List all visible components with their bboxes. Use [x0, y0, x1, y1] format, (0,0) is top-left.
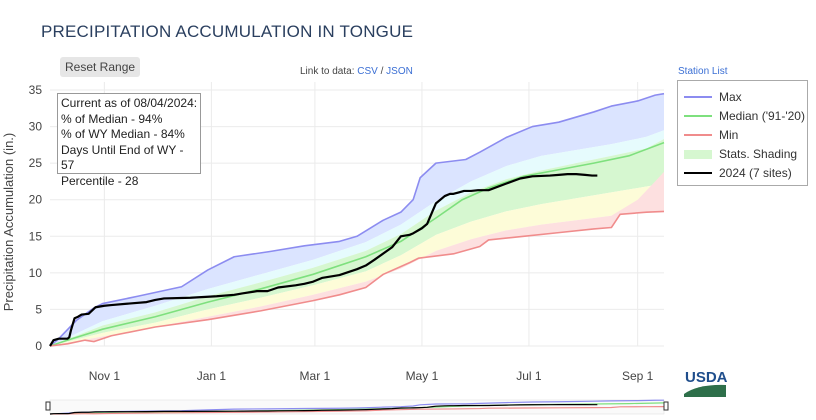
chart-legend: Max Median ('91-'20) Min Stats. Shading … [677, 80, 808, 186]
legend-label: 2024 (7 sites) [719, 166, 792, 180]
y-axis-title: Precipitation Accumulation (in.) [1, 133, 16, 311]
x-tick-label: Nov 1 [89, 369, 121, 383]
y-tick-label: 35 [29, 83, 43, 97]
legend-swatch-max [684, 96, 712, 98]
data-links: Link to data: CSV / JSON [300, 66, 413, 77]
infobox-line: % of Median - 94% [61, 111, 163, 126]
legend-label: Max [719, 90, 742, 104]
station-list-link[interactable]: Station List [678, 66, 728, 77]
link-separator: / [380, 66, 384, 77]
y-tick-label: 10 [29, 266, 43, 280]
y-tick-label: 25 [29, 156, 43, 170]
y-tick-label: 15 [29, 229, 43, 243]
shading-band [50, 93, 664, 347]
legend-swatch-2024 [684, 172, 712, 174]
infobox-line: Percentile - 28 [61, 173, 139, 188]
range-slider-line [49, 406, 665, 415]
range-handle-right[interactable] [663, 401, 669, 411]
axis-layer: 0 5 10 15 20 25 30 35 Nov 1 Jan 1 Mar 1 May 1 Jul 1 S… [1, 83, 654, 383]
range-slider-line [49, 404, 598, 415]
x-tick-label: May 1 [406, 369, 439, 383]
y-tick-label: 5 [35, 302, 42, 316]
status-infobox: Current as of 08/04/2024: % of Median - … [57, 93, 201, 188]
legend-swatch-shading [684, 150, 712, 159]
range-slider[interactable] [45, 399, 669, 415]
max-line[interactable] [49, 92, 665, 347]
series-layer [49, 92, 665, 347]
y-tick-label: 20 [29, 193, 43, 207]
shading-layer [50, 93, 664, 347]
median-line[interactable] [49, 141, 665, 347]
usda-logo: USDA [684, 369, 728, 397]
legend-swatch-min [684, 134, 712, 136]
x-tick-label: Mar 1 [300, 369, 331, 383]
x-tick-label: Jul 1 [516, 369, 542, 383]
legend-label: Stats. Shading [719, 147, 798, 161]
range-handle-left[interactable] [45, 401, 51, 411]
y-tick-label: 0 [35, 339, 42, 353]
chart-title: PRECIPITATION ACCUMULATION IN TONGUE [41, 22, 414, 41]
infobox-line: % of WY Median - 84% [61, 127, 185, 141]
csv-link[interactable]: CSV [357, 66, 378, 77]
legend-label: Min [719, 128, 739, 142]
current-year-line[interactable] [49, 173, 598, 347]
reset-range-button[interactable]: Reset Range [60, 57, 141, 77]
infobox-line: Current as of 08/04/2024: [61, 96, 198, 110]
shading-band [50, 139, 664, 346]
json-link[interactable]: JSON [386, 66, 413, 77]
legend-swatch-median [684, 115, 712, 117]
usda-logo-text: USDA [685, 369, 728, 386]
x-tick-label: Jan 1 [197, 369, 227, 383]
link-prefix: Link to data: [300, 66, 355, 77]
infobox-line: Days Until End of WY - 57 [61, 142, 184, 173]
legend-label: Median ('91-'20) [719, 109, 805, 123]
shading-band [50, 130, 664, 346]
x-tick-label: Sep 1 [622, 369, 654, 383]
min-line[interactable] [49, 210, 665, 347]
shading-band [50, 183, 664, 346]
y-tick-label: 30 [29, 120, 43, 134]
